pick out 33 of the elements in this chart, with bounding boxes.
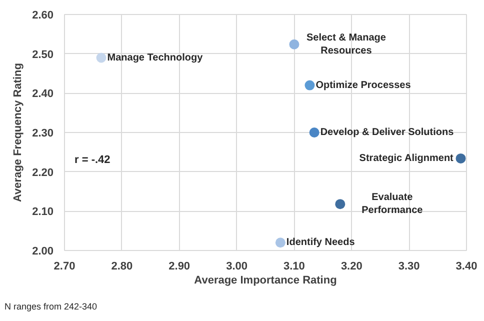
annotation: Optimize Processes bbox=[316, 80, 412, 91]
point bbox=[456, 153, 466, 164]
y-tick-label: 2.30 bbox=[32, 128, 54, 140]
y-tick-label: 2.50 bbox=[32, 48, 54, 61]
point bbox=[289, 39, 300, 50]
annotation: Select & Manage Resources bbox=[306, 32, 386, 56]
y-tick-label: 2.40 bbox=[32, 88, 54, 100]
annotation: Manage Technology bbox=[107, 52, 204, 64]
x-tick-label: 3.00 bbox=[226, 260, 248, 272]
x-tick-label: 3.10 bbox=[284, 260, 305, 272]
x-tick-label: 3.30 bbox=[398, 260, 420, 272]
y-tick-label: 2.10 bbox=[32, 206, 54, 218]
x-tick-label: 3.40 bbox=[456, 260, 478, 272]
text: N ranges from 242-340 bbox=[4, 302, 98, 312]
annotation: Evaluate Performance bbox=[362, 192, 424, 216]
annotation: Identify Needs bbox=[286, 237, 356, 248]
x-tick-label: 2.90 bbox=[168, 260, 190, 272]
point bbox=[304, 80, 315, 90]
y-tick-label: 2.20 bbox=[32, 166, 54, 179]
annotation: Develop & Deliver Solutions bbox=[320, 127, 454, 138]
x-tick-label: 2.70 bbox=[54, 260, 76, 272]
point bbox=[335, 199, 346, 210]
x-tick-label: 2.80 bbox=[111, 260, 133, 272]
x-tick-label: 3.20 bbox=[340, 260, 362, 272]
point bbox=[275, 238, 286, 248]
x-axis-title: Average Importance Rating bbox=[194, 274, 337, 286]
point bbox=[309, 128, 320, 138]
y-tick-label: 2.00 bbox=[32, 246, 54, 258]
y-axis-title: Average Frequency Rating bbox=[12, 63, 24, 202]
annotation: r = -.42 bbox=[74, 154, 110, 166]
annotation: Strategic Alignment bbox=[359, 152, 454, 164]
point bbox=[96, 52, 106, 63]
y-tick-label: 2.60 bbox=[32, 10, 54, 22]
